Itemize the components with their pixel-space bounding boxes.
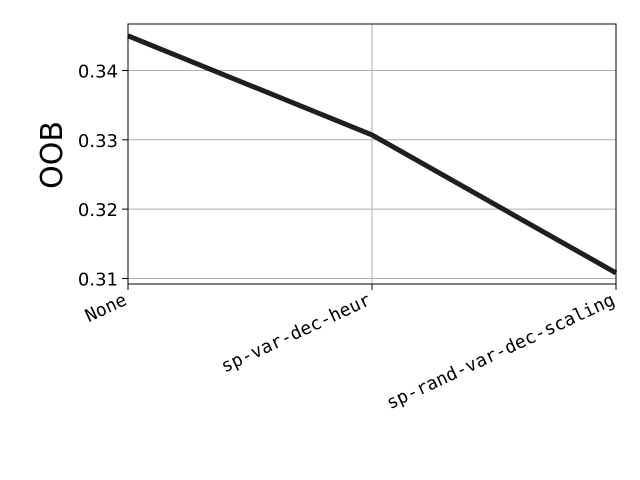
- y-axis-label: OOB: [35, 121, 70, 189]
- x-tick-label: None: [82, 289, 130, 326]
- series-line: [127, 33, 618, 276]
- x-tick-label: sp-rand-var-dec-scaling: [383, 289, 618, 413]
- y-tick-label: 0.34: [78, 61, 118, 82]
- axis-ticks: 0.31 0.32 0.33 0.34 None sp-var-dec-heur sp-ra…: [78, 61, 618, 413]
- x-tick-label: sp-var-dec-heur: [218, 289, 374, 377]
- y-tick-label: 0.31: [78, 269, 118, 290]
- y-tick-label: 0.32: [78, 200, 118, 221]
- y-tick-label: 0.33: [78, 131, 118, 152]
- series-layer: [127, 33, 618, 276]
